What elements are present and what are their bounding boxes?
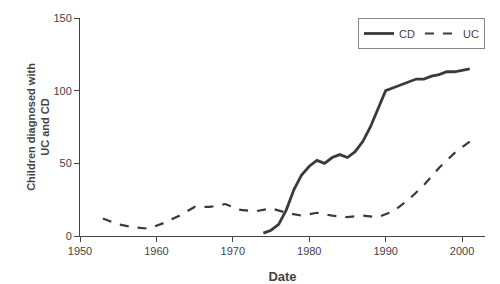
- svg-text:Children diagnosed withUC and: Children diagnosed withUC and CD: [25, 63, 51, 191]
- svg-text:CD: CD: [399, 28, 415, 40]
- svg-text:0: 0: [66, 230, 72, 242]
- svg-text:1950: 1950: [68, 245, 92, 257]
- svg-text:1970: 1970: [221, 245, 245, 257]
- svg-text:100: 100: [53, 85, 71, 97]
- svg-text:150: 150: [53, 12, 71, 24]
- svg-text:UC: UC: [460, 28, 479, 40]
- svg-text:1960: 1960: [144, 245, 168, 257]
- svg-text:2000: 2000: [450, 245, 474, 257]
- svg-text:Date: Date: [268, 269, 296, 284]
- svg-text:1990: 1990: [373, 245, 397, 257]
- svg-text:50: 50: [60, 157, 72, 169]
- svg-text:1980: 1980: [297, 245, 321, 257]
